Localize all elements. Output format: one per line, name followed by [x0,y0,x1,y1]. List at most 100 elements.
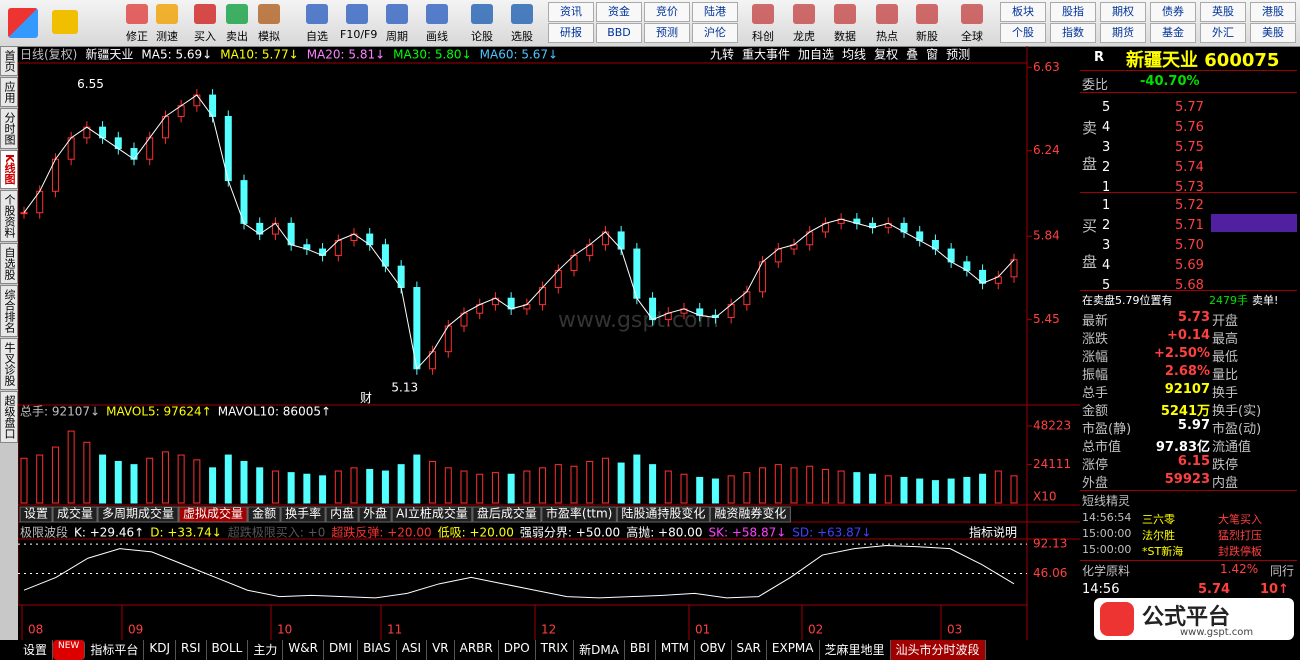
bottom-tab[interactable]: KDJ [144,640,177,660]
volume-tab[interactable]: 融资融券变化 [714,506,786,521]
menu-cell[interactable]: 基金 [1150,23,1196,43]
chart-button[interactable]: 叠 [906,48,918,62]
volume-tab[interactable]: 成交量 [57,506,93,521]
menu-cell[interactable]: 竞价 [644,2,690,22]
tool-button[interactable]: 全球 [961,30,983,43]
chart-button[interactable]: 加自选 [798,48,834,62]
bottom-tab[interactable]: 设置 [18,640,54,660]
bottom-tab[interactable]: OBV [695,640,732,660]
bottom-tab[interactable]: 芝麻里地里 [820,640,891,660]
bottom-tab[interactable]: 新DMA [574,640,625,660]
bottom-tab[interactable]: VR [427,640,455,660]
indicator-button[interactable]: 指标说明 [969,525,1017,540]
tool-button[interactable]: 模拟 [258,30,280,43]
menu-cell[interactable]: 指数 [1050,23,1096,43]
bottom-tab[interactable]: 汕头市分时波段 [890,640,986,660]
volume-bar [931,480,939,504]
menu-cell[interactable]: 沪伦 [692,23,738,43]
menu-cell[interactable]: 美股 [1250,23,1296,43]
bottom-tab[interactable]: BIAS [358,640,397,660]
tool-button[interactable]: 选股 [511,30,533,43]
volume-tab[interactable]: 陆股通持股变化 [621,506,705,521]
menu-cell[interactable]: BBD [596,23,642,43]
menu-cell[interactable]: 预测 [644,23,690,43]
tool-button[interactable]: 买入 [194,30,216,43]
volume-tab[interactable]: 盘后成交量 [477,506,537,521]
menu-cell[interactable]: 研报 [548,23,594,43]
tool-button[interactable]: 修正 [126,30,148,43]
tool-button[interactable]: 龙虎 [793,30,815,43]
volume-tab[interactable]: 内盘 [330,506,354,521]
menu-cell[interactable]: 板块 [1000,2,1046,22]
chart-button[interactable]: 窗 [926,48,938,62]
tool-button[interactable]: 自选 [306,30,328,43]
menu-cell[interactable]: 债券 [1150,2,1196,22]
close-line [23,94,1015,370]
tool-button[interactable]: 周期 [386,30,408,43]
tool-button[interactable]: 科创 [752,30,774,43]
chart-button[interactable]: 复权 [874,48,898,62]
volume-tab[interactable]: 市盈率(ttm) [546,506,612,521]
menu-cell[interactable]: 陆港 [692,2,738,22]
tool-button[interactable]: 热点 [876,30,898,43]
bottom-tab[interactable]: 主力 [248,640,284,660]
bottom-tab[interactable]: DMI [324,640,359,660]
volume-tab[interactable]: 多周期成交量 [102,506,174,521]
volume-tab[interactable]: 外盘 [363,506,387,521]
bottom-tab[interactable]: SAR [732,640,767,660]
tool-button[interactable]: 论股 [471,30,493,43]
bottom-tab[interactable]: BBI [625,640,656,660]
bottom-tab[interactable]: EXPMA [767,640,820,660]
quote-value: 5.97 [1177,418,1210,433]
volume-tab[interactable]: 设置 [24,507,48,521]
volume-tab[interactable]: 换手率 [285,506,321,521]
bottom-tab[interactable]: DPO [499,640,536,660]
bottom-tab[interactable]: W&R [283,640,324,660]
tool-button[interactable]: 测速 [156,30,178,43]
chart-button[interactable]: 预测 [946,48,970,62]
side-tab[interactable]: K线图 [0,150,18,189]
tool-button[interactable]: 卖出 [226,30,248,43]
bottom-tab[interactable]: TRIX [536,640,575,660]
bottom-tab[interactable]: BOLL [207,640,249,660]
menu-cell[interactable]: 资金 [596,2,642,22]
tool-button[interactable]: 数据 [834,30,856,43]
menu-cell[interactable]: 资讯 [548,2,594,22]
menu-cell[interactable]: 港股 [1250,2,1296,22]
tool-icon [156,4,178,24]
bottom-tab[interactable]: MTM [656,640,695,660]
bottom-tab[interactable]: RSI [176,640,207,660]
volume-bar [209,467,217,504]
sector-change: 1.42% [1220,562,1259,576]
side-tab[interactable]: 超级盘口 [0,390,18,443]
sector: 化学原料 [1082,564,1131,578]
back-icon[interactable] [52,10,78,34]
side-tab[interactable]: 首页 [0,46,18,76]
menu-cell[interactable]: 英股 [1200,2,1246,22]
volume-tab[interactable]: 金额 [252,506,276,521]
bottom-tab[interactable]: NEW [53,640,86,660]
bottom-tab[interactable]: ASI [397,640,428,660]
menu-cell[interactable]: 外汇 [1200,23,1246,43]
volume-tab[interactable]: 虚拟成交量 [183,506,243,521]
side-tab[interactable]: 应用 [0,77,18,107]
side-tab[interactable]: 自选股 [0,242,18,284]
menu-cell[interactable]: 期权 [1100,2,1146,22]
volume-bar [601,457,609,504]
menu-cell[interactable]: 股指 [1050,2,1096,22]
bottom-tab[interactable]: ARBR [455,640,499,660]
tool-button[interactable]: 画线 [426,30,448,43]
chart-button[interactable]: 重大事件 [742,48,790,62]
side-tab[interactable]: 个股资料 [0,189,18,242]
tool-button[interactable]: F10/F9 [340,28,378,41]
menu-cell[interactable]: 个股 [1000,23,1046,43]
tool-button[interactable]: 新股 [916,30,938,43]
side-tab[interactable]: 分时图 [0,108,18,149]
chart-button[interactable]: 九转 [710,47,734,62]
chart-button[interactable]: 均线 [842,48,866,62]
bottom-tab[interactable]: 指标平台 [85,640,145,660]
side-tab[interactable]: 牛叉诊股 [0,337,18,390]
menu-cell[interactable]: 期货 [1100,23,1146,43]
volume-tab[interactable]: AI立桩成交量 [396,506,468,521]
side-tab[interactable]: 综合排名 [0,284,18,337]
